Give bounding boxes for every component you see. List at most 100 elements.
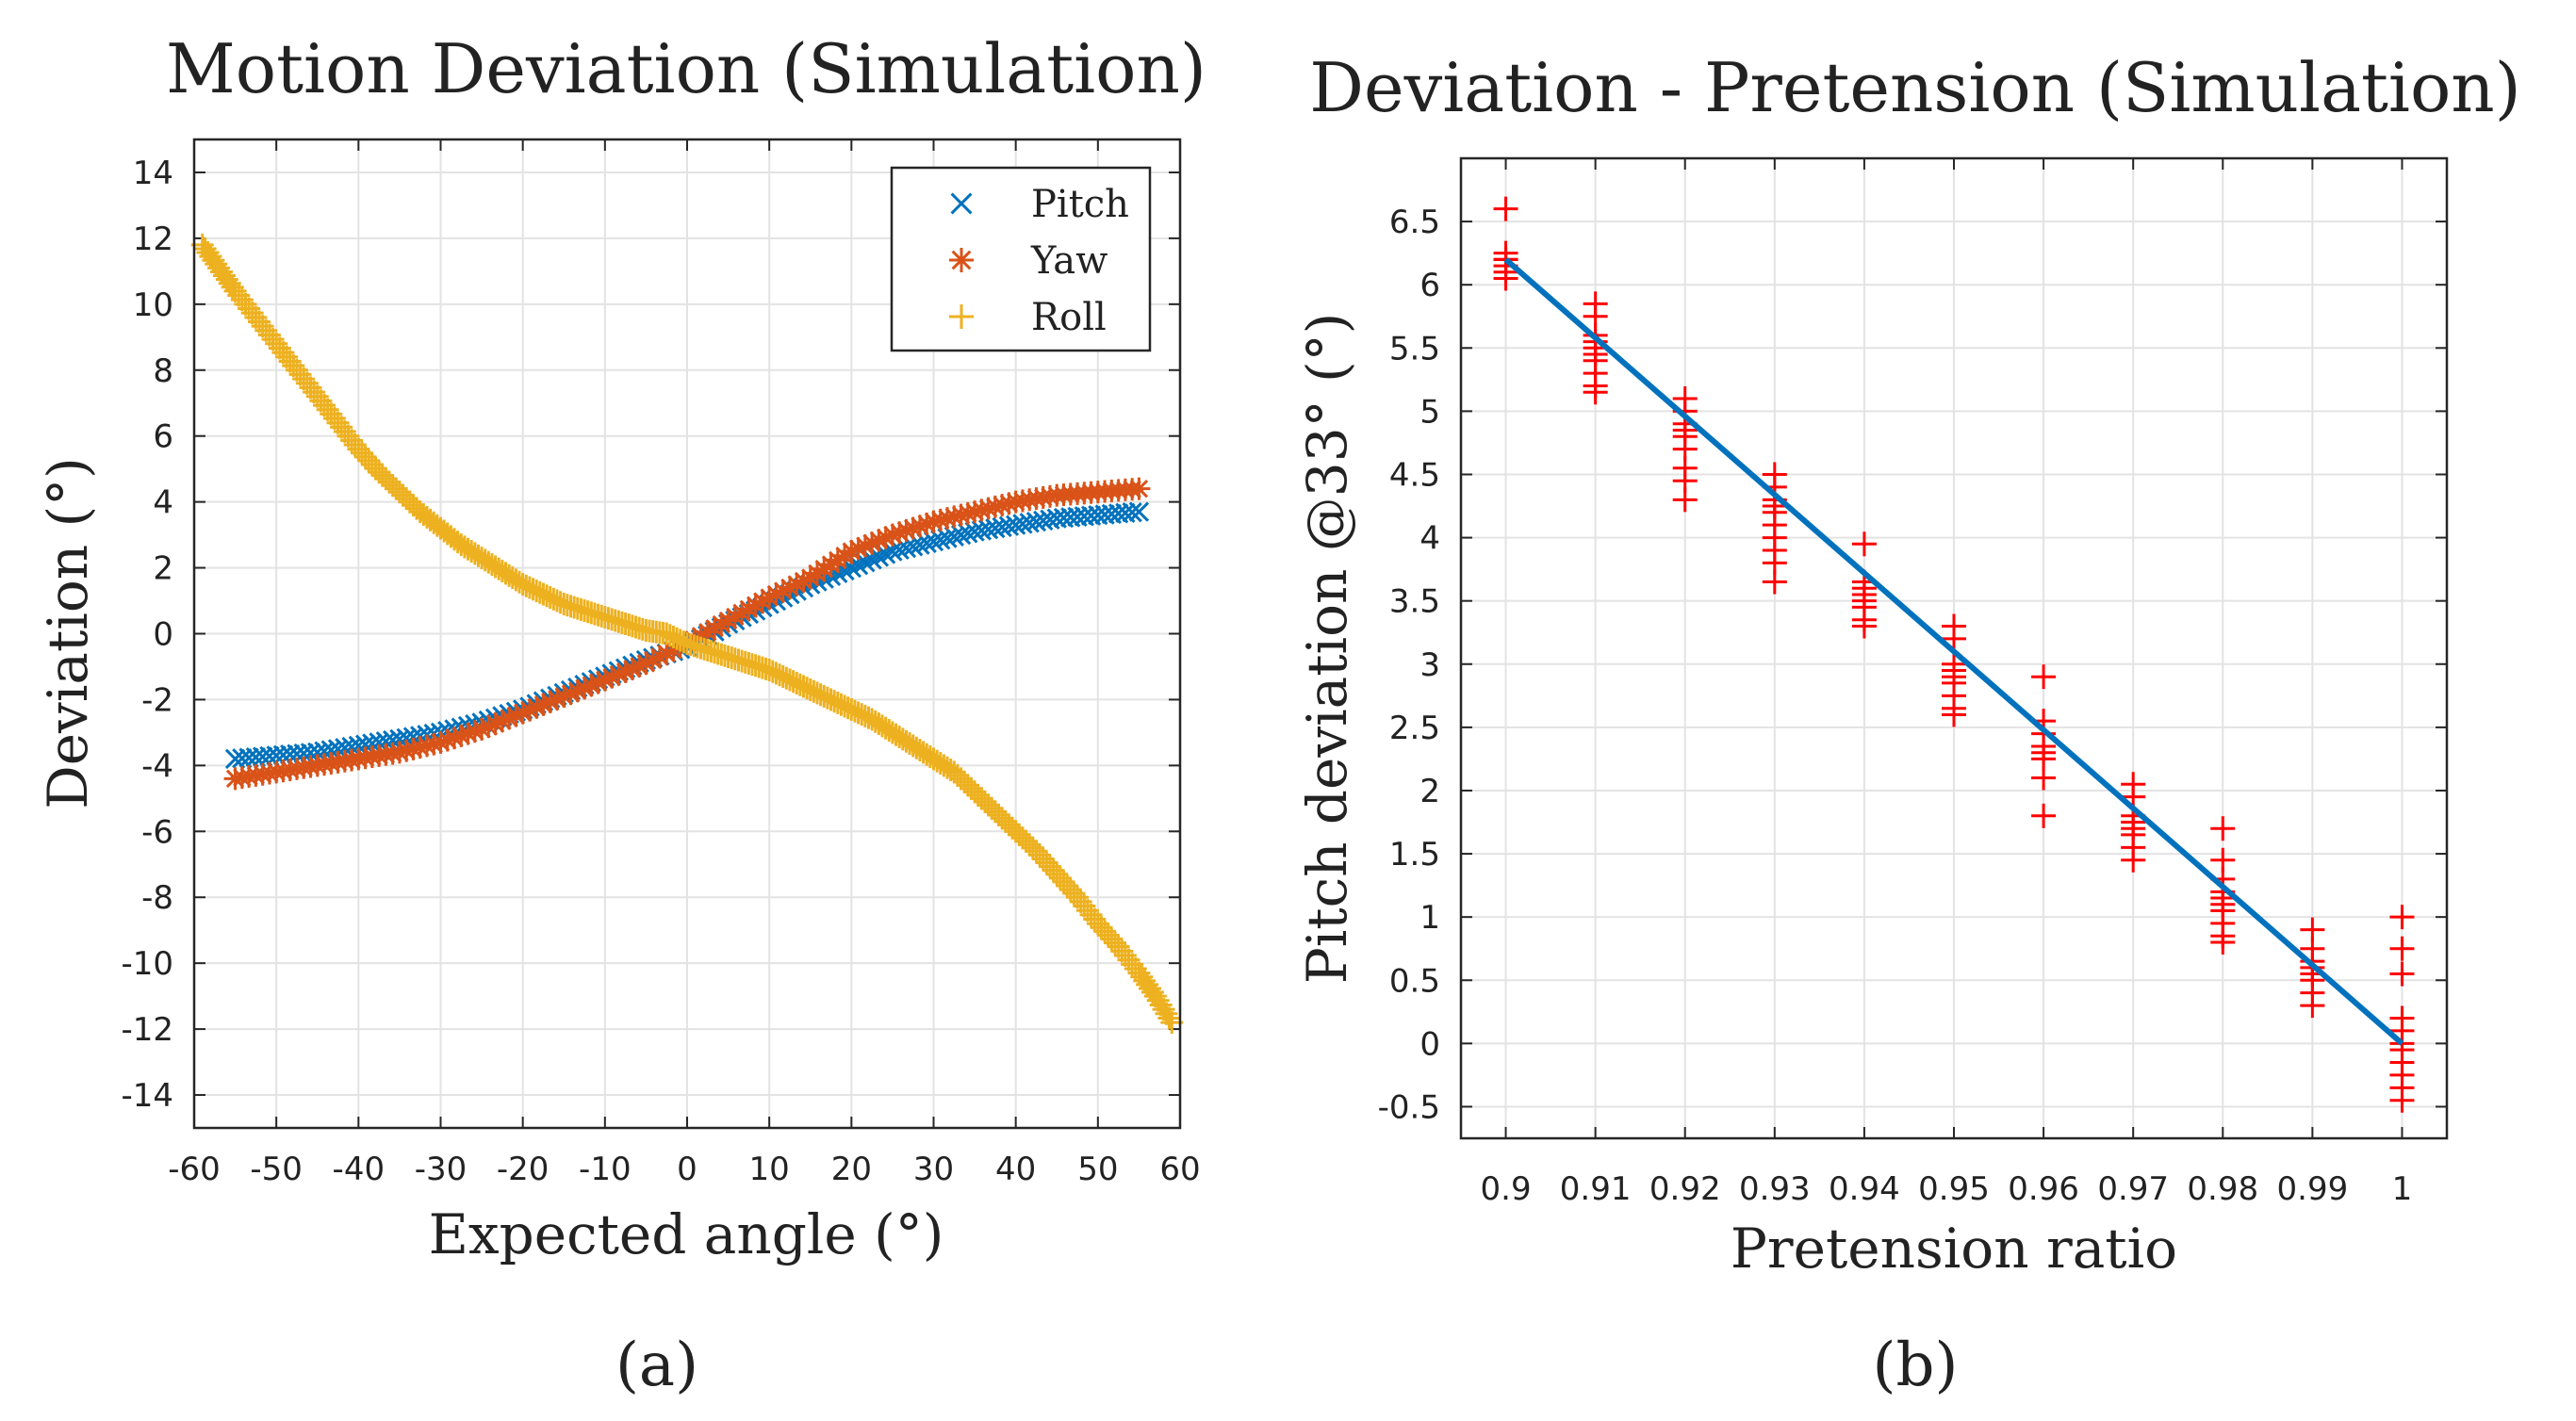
point-pitch-15-4-d2 xyxy=(868,547,890,567)
ytick-label-10: 4.5 xyxy=(1389,456,1440,494)
point-yaw-18-3-d2 xyxy=(986,498,1005,516)
ytick-label-1: -12 xyxy=(121,1011,173,1049)
panel-a: Motion Deviation (Simulation) -60 -50 -40-… xyxy=(36,29,1206,1400)
legend-label-pitch: Pitch xyxy=(1031,183,1129,226)
point-sample-88 xyxy=(2389,905,2415,930)
point-pitch-15-0-d2 xyxy=(841,557,861,579)
point-pitch-16-3-d2 xyxy=(903,536,924,557)
point-pitch-21-5-d2 xyxy=(1122,502,1142,523)
point-yaw-4-4-d2 xyxy=(418,736,436,756)
xtick-label-5: -10 xyxy=(579,1151,632,1188)
point-pitch-16-1-d2 xyxy=(889,539,910,560)
ytick-label-3: 1 xyxy=(1419,899,1440,937)
point-pitch-22-d2 xyxy=(1128,501,1150,522)
ytick-label-5: -4 xyxy=(141,747,173,785)
point-sample-37 xyxy=(1851,531,1877,557)
ytick-label-9: 4 xyxy=(1419,520,1440,558)
point-yaw-17-0-d2 xyxy=(924,512,943,531)
ytick-label-14: 14 xyxy=(133,155,173,192)
fit-line xyxy=(1503,257,2404,1046)
point-pitch-19-3-d2 xyxy=(1025,511,1047,532)
panel-b-label: (b) xyxy=(1873,1331,1959,1400)
point-pitch-18-1-d2 xyxy=(971,520,993,541)
point-pitch-1-0-d2 xyxy=(266,745,287,766)
ytick-label-7: 0 xyxy=(153,616,173,654)
ytick-label-4: -6 xyxy=(141,813,173,851)
point-pitch-17-1-d2 xyxy=(930,530,951,550)
point-pitch-19-2-d2 xyxy=(1019,513,1040,533)
panel-b-axes-frame xyxy=(1459,156,2449,1140)
point-yaw-18-5-d2 xyxy=(999,494,1019,514)
xtick-label-10: 40 xyxy=(995,1151,1036,1188)
point-pitch-21-2-d2 xyxy=(1101,503,1123,525)
point-pitch-0-0-d2 xyxy=(224,748,246,770)
ytick-label-6: 2.5 xyxy=(1389,710,1440,747)
series-fit xyxy=(1503,257,2404,1046)
panel-a-label: (a) xyxy=(615,1331,698,1400)
legend-marker-yaw-d2 xyxy=(951,250,972,270)
point-pitch-16-2-d2 xyxy=(895,537,917,559)
panel-b: Deviation - Pretension (Simulation) 0.9 0… xyxy=(1295,48,2521,1400)
point-yaw-18-0-d2 xyxy=(965,502,984,521)
point-pitch-19-4-d2 xyxy=(1033,510,1054,531)
point-sample-89 xyxy=(2389,936,2415,961)
point-yaw-22 xyxy=(1127,477,1151,500)
panel-a-series xyxy=(190,233,1184,1035)
legend-label-yaw: Yaw xyxy=(1030,239,1108,283)
ytick-label-6: -2 xyxy=(141,681,173,719)
point-sample-44 xyxy=(1851,613,1877,639)
xtick-label-8: 0.98 xyxy=(2187,1170,2258,1208)
panel-a-ylabel: Deviation (°) xyxy=(36,457,100,809)
point-pitch-16-5-d2 xyxy=(916,532,937,554)
point-pitch-20-0-d2 xyxy=(1046,508,1067,529)
point-pitch-15-5-d2 xyxy=(875,544,896,564)
point-pitch-16-0-d2 xyxy=(882,541,903,562)
series-roll xyxy=(190,233,1184,1035)
panel-a-xlabel: Expected angle (°) xyxy=(429,1202,944,1266)
panel-b-ylabel: Pitch deviation @33° (°) xyxy=(1295,313,1359,985)
point-sample-53 xyxy=(1942,702,1966,727)
point-sample-46 xyxy=(1942,626,1966,651)
point-sample-69 xyxy=(2121,847,2146,873)
point-yaw-18-4-d2 xyxy=(993,496,1011,514)
xtick-label-8: 20 xyxy=(831,1151,872,1188)
xtick-label-7: 10 xyxy=(749,1151,790,1188)
point-sample-54 xyxy=(2031,664,2057,690)
point-sample-0 xyxy=(1493,196,1518,221)
point-yaw-17-4-d2 xyxy=(951,505,971,525)
xtick-label-5: 0.95 xyxy=(1918,1170,1990,1208)
point-sample-61 xyxy=(2031,803,2057,828)
ytick-label-11: 8 xyxy=(153,352,173,390)
point-yaw-4-2-d2 xyxy=(403,740,423,759)
point-pitch-19-1-d2 xyxy=(1012,514,1033,534)
point-pitch-18-5-d2 xyxy=(998,515,1020,536)
panel-b-series xyxy=(1493,196,2415,1113)
point-sample-26 xyxy=(1672,487,1698,513)
series-yaw xyxy=(223,477,1151,791)
xtick-label-1: 0.91 xyxy=(1560,1170,1632,1208)
ytick-label-3: -8 xyxy=(141,879,173,917)
legend-label-roll: Roll xyxy=(1031,296,1107,339)
point-sample-70 xyxy=(2210,816,2236,841)
point-pitch-20-3-d2 xyxy=(1067,506,1088,528)
point-sample-98 xyxy=(2389,1087,2415,1113)
legend-entries: Pitch Yaw Roll xyxy=(949,183,1129,339)
point-pitch-0-2-d2 xyxy=(238,747,259,768)
ytick-label-12: 10 xyxy=(133,286,173,324)
point-pitch-19-0-d2 xyxy=(1006,514,1026,535)
xtick-label-10: 1 xyxy=(2392,1170,2413,1208)
point-sample-36 xyxy=(1762,569,1787,595)
ytick-label-11: 5 xyxy=(1419,393,1440,431)
point-yaw-18-2-d2 xyxy=(978,498,998,518)
xtick-label-0: -60 xyxy=(168,1151,221,1188)
point-pitch-15-2-d2 xyxy=(855,552,876,573)
panel-a-axes-frame xyxy=(192,138,1182,1130)
ytick-label-12: 5.5 xyxy=(1389,330,1440,368)
legend-box xyxy=(890,166,1152,352)
point-pitch-17-5-d2 xyxy=(958,523,978,544)
xtick-label-4: 0.94 xyxy=(1829,1170,1900,1208)
ytick-label-10: 6 xyxy=(153,418,173,456)
panel-a-title: Motion Deviation (Simulation) xyxy=(166,29,1206,108)
